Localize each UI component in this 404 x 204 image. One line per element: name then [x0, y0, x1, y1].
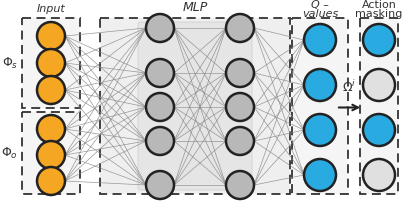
Circle shape	[226, 59, 254, 87]
FancyBboxPatch shape	[22, 18, 80, 108]
Circle shape	[146, 59, 174, 87]
Circle shape	[304, 159, 336, 191]
FancyBboxPatch shape	[22, 112, 80, 194]
Text: MLP: MLP	[182, 1, 208, 14]
Circle shape	[304, 69, 336, 101]
Circle shape	[363, 69, 395, 101]
FancyBboxPatch shape	[360, 18, 398, 194]
Circle shape	[226, 14, 254, 42]
Text: $\Omega^i$: $\Omega^i$	[343, 80, 357, 95]
Circle shape	[37, 167, 65, 195]
Text: $\Phi_o$: $\Phi_o$	[1, 145, 18, 161]
Circle shape	[146, 14, 174, 42]
Circle shape	[363, 159, 395, 191]
Circle shape	[363, 24, 395, 56]
Circle shape	[37, 141, 65, 169]
Circle shape	[37, 22, 65, 50]
Circle shape	[304, 114, 336, 146]
Text: Action: Action	[362, 0, 396, 10]
Circle shape	[226, 127, 254, 155]
Text: Q –: Q –	[311, 0, 329, 10]
FancyBboxPatch shape	[292, 18, 348, 194]
Circle shape	[363, 114, 395, 146]
Circle shape	[37, 115, 65, 143]
Circle shape	[146, 171, 174, 199]
Text: $\Phi_s$: $\Phi_s$	[2, 55, 18, 71]
Circle shape	[146, 93, 174, 121]
Circle shape	[146, 127, 174, 155]
FancyBboxPatch shape	[100, 18, 290, 194]
Text: values: values	[302, 9, 338, 19]
Circle shape	[226, 93, 254, 121]
Circle shape	[37, 76, 65, 104]
Text: Input: Input	[37, 4, 65, 14]
Circle shape	[226, 171, 254, 199]
FancyBboxPatch shape	[138, 22, 252, 190]
Text: masking: masking	[355, 9, 403, 19]
Circle shape	[304, 24, 336, 56]
Circle shape	[37, 49, 65, 77]
